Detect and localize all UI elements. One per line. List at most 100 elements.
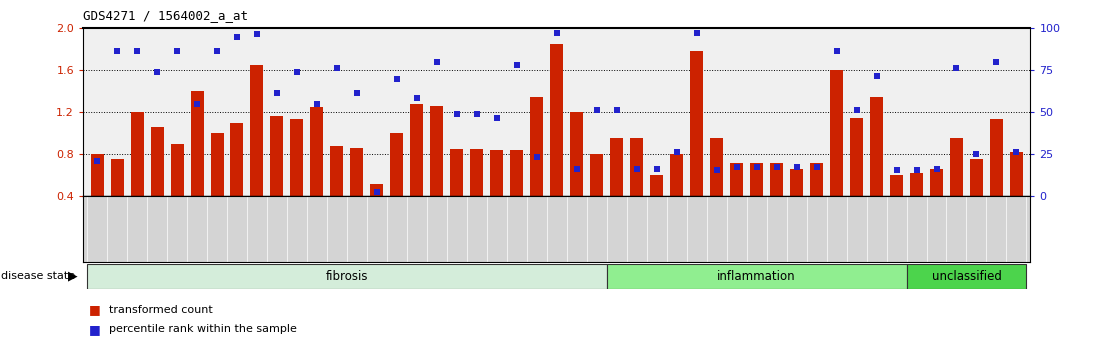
Bar bbox=[390, 133, 403, 196]
Bar bbox=[970, 159, 983, 196]
Point bbox=[808, 164, 825, 170]
Point bbox=[168, 48, 186, 54]
Text: unclassified: unclassified bbox=[932, 270, 1002, 282]
Bar bbox=[410, 104, 423, 196]
Bar bbox=[551, 44, 563, 196]
Text: fibrosis: fibrosis bbox=[326, 270, 368, 282]
Bar bbox=[131, 113, 144, 196]
Point bbox=[89, 158, 106, 164]
Point bbox=[967, 152, 985, 157]
Point bbox=[868, 73, 885, 79]
Bar bbox=[870, 97, 883, 196]
Point bbox=[788, 164, 806, 170]
Bar bbox=[1010, 152, 1023, 196]
Point bbox=[228, 34, 246, 40]
Bar bbox=[591, 154, 603, 196]
Bar bbox=[611, 138, 623, 196]
Point bbox=[188, 101, 206, 107]
Bar bbox=[670, 154, 684, 196]
Bar bbox=[830, 70, 843, 196]
Point bbox=[468, 112, 485, 117]
Point bbox=[648, 166, 666, 172]
Point bbox=[109, 48, 126, 54]
Bar bbox=[730, 163, 743, 196]
Bar bbox=[989, 119, 1003, 196]
Point bbox=[688, 30, 706, 35]
Point bbox=[208, 48, 226, 54]
Point bbox=[148, 70, 166, 75]
Point bbox=[507, 62, 525, 68]
Bar bbox=[290, 119, 304, 196]
Text: GDS4271 / 1564002_a_at: GDS4271 / 1564002_a_at bbox=[83, 9, 248, 22]
Bar bbox=[88, 264, 607, 289]
Bar bbox=[910, 173, 923, 196]
Point bbox=[748, 164, 766, 170]
Text: percentile rank within the sample: percentile rank within the sample bbox=[109, 324, 297, 334]
Bar bbox=[430, 106, 443, 196]
Point bbox=[568, 166, 586, 172]
Bar bbox=[770, 163, 783, 196]
Point bbox=[408, 95, 425, 101]
Point bbox=[348, 91, 366, 96]
Point bbox=[308, 101, 326, 107]
Bar bbox=[310, 107, 324, 196]
Point bbox=[588, 108, 606, 113]
Point bbox=[728, 164, 746, 170]
Text: ■: ■ bbox=[89, 323, 101, 336]
Bar bbox=[810, 163, 823, 196]
Bar bbox=[930, 169, 943, 196]
Point bbox=[628, 166, 646, 172]
Text: disease state: disease state bbox=[1, 271, 75, 281]
Bar bbox=[531, 97, 543, 196]
Text: transformed count: transformed count bbox=[109, 305, 213, 315]
Bar bbox=[191, 91, 204, 196]
Point bbox=[527, 154, 545, 159]
Bar bbox=[450, 149, 463, 196]
Point bbox=[248, 31, 266, 36]
Text: ■: ■ bbox=[89, 303, 101, 316]
Bar bbox=[270, 115, 284, 196]
Point bbox=[927, 166, 945, 172]
Bar bbox=[91, 154, 103, 196]
Point bbox=[268, 91, 286, 96]
Point bbox=[708, 167, 726, 173]
Point bbox=[428, 59, 445, 65]
Point bbox=[947, 65, 965, 71]
Bar bbox=[370, 184, 383, 196]
Point bbox=[288, 70, 306, 75]
Bar bbox=[571, 113, 583, 196]
Bar bbox=[350, 148, 363, 196]
Point bbox=[907, 167, 925, 173]
Bar bbox=[630, 138, 644, 196]
Bar bbox=[151, 127, 164, 196]
Point bbox=[129, 48, 146, 54]
Point bbox=[828, 48, 845, 54]
Bar bbox=[950, 138, 963, 196]
Bar bbox=[790, 169, 803, 196]
Point bbox=[547, 30, 565, 35]
Point bbox=[668, 149, 686, 155]
Bar bbox=[250, 65, 264, 196]
Point bbox=[448, 112, 465, 117]
Bar bbox=[906, 264, 1026, 289]
Text: ▶: ▶ bbox=[68, 270, 78, 282]
Bar bbox=[890, 176, 903, 196]
Bar bbox=[470, 149, 483, 196]
Bar bbox=[690, 51, 704, 196]
Point bbox=[848, 108, 865, 113]
Text: inflammation: inflammation bbox=[717, 270, 796, 282]
Point bbox=[488, 115, 505, 120]
Point bbox=[328, 65, 346, 71]
Bar bbox=[850, 118, 863, 196]
Point bbox=[888, 167, 905, 173]
Bar bbox=[650, 176, 664, 196]
Bar bbox=[710, 138, 724, 196]
Bar bbox=[230, 123, 244, 196]
Bar bbox=[111, 159, 124, 196]
Point bbox=[388, 76, 406, 81]
Bar bbox=[171, 144, 184, 196]
Bar bbox=[750, 163, 763, 196]
Bar bbox=[491, 150, 503, 196]
Point bbox=[987, 59, 1005, 65]
Bar bbox=[607, 264, 906, 289]
